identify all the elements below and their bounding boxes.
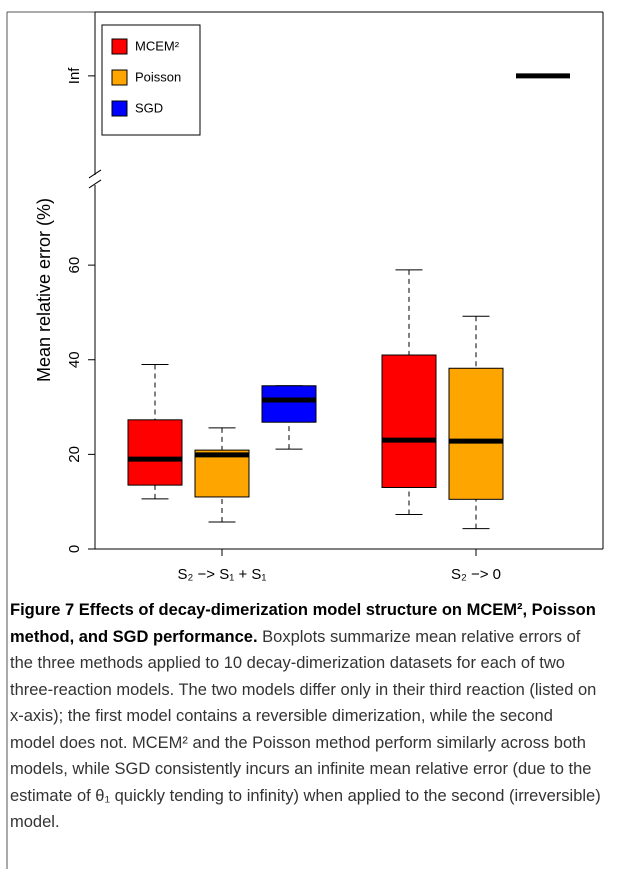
- y-tick-label: 40: [66, 351, 83, 368]
- box: [261, 385, 317, 423]
- legend-label: MCEM²: [135, 38, 180, 53]
- legend-swatch: [111, 69, 128, 86]
- x-tick-label: S₂ −> 0: [451, 566, 501, 583]
- legend-label: Poisson: [135, 69, 181, 84]
- legend-label: SGD: [135, 100, 163, 115]
- y-tick-label: 60: [66, 257, 83, 274]
- box: [194, 449, 250, 498]
- legend-swatch: [111, 100, 128, 117]
- x-tick-label: S₂ −> S₁ + S₁: [178, 566, 267, 583]
- y-tick-label: 0: [66, 545, 83, 553]
- legend-swatch: [111, 38, 128, 55]
- axis-break: [88, 179, 102, 189]
- caption: Figure 7 Effects of decay-dimerization m…: [10, 597, 602, 836]
- box: [448, 367, 504, 500]
- caption-title: Figure 7 Effects of decay-dimerization m…: [10, 601, 596, 646]
- y-tick-label: Inf: [66, 67, 83, 85]
- box: [381, 354, 437, 488]
- box: [127, 419, 183, 486]
- y-tick-label: 20: [66, 446, 83, 463]
- caption-body: Boxplots summarize mean relative errors …: [10, 627, 601, 832]
- axis-break: [88, 169, 102, 179]
- y-axis-label: Mean relative error (%): [34, 198, 54, 382]
